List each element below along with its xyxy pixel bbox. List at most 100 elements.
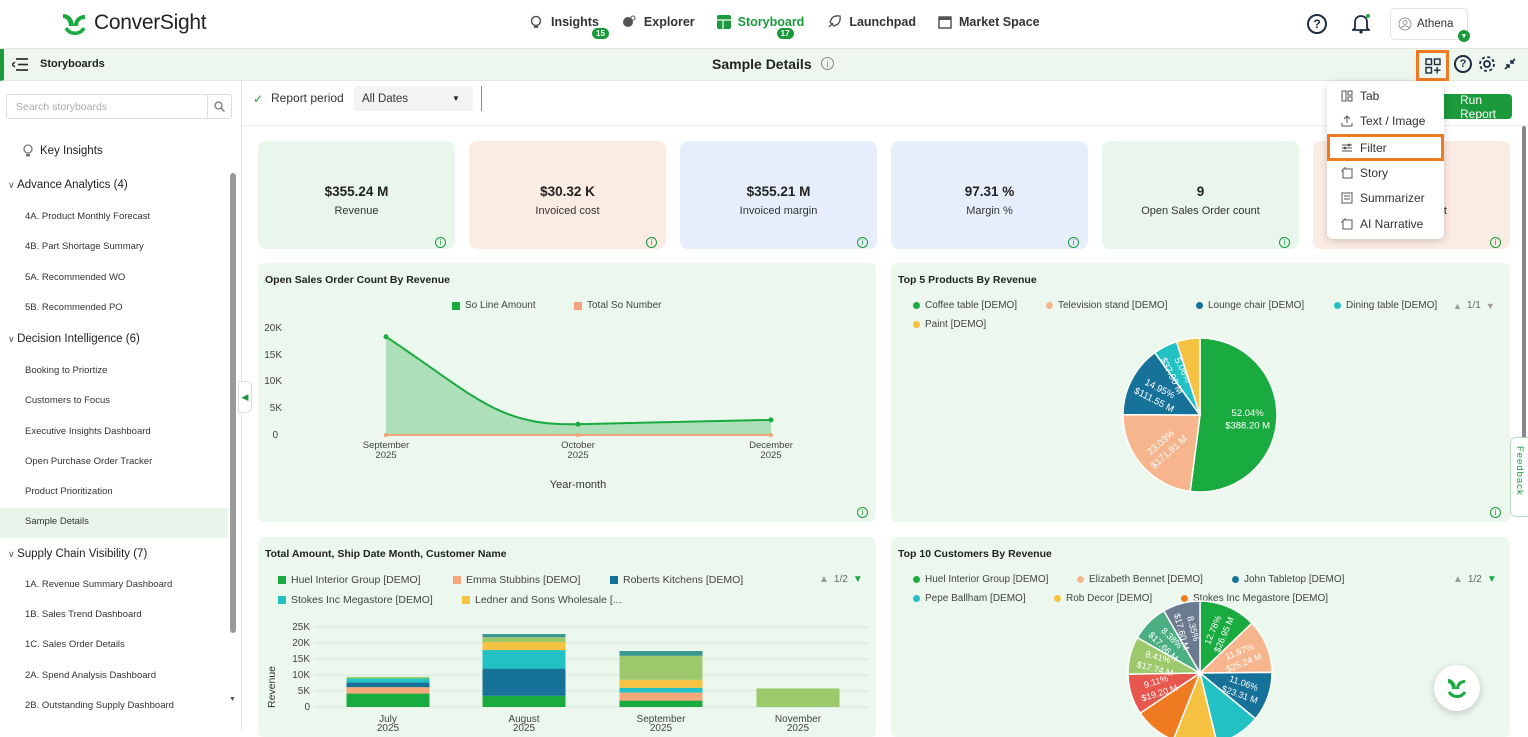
menu-item-tab[interactable]: Tab: [1327, 84, 1444, 108]
info-icon[interactable]: i: [857, 507, 868, 518]
kpi-card-revenue[interactable]: $355.24 M Revenue i: [258, 141, 455, 249]
sidebar-item[interactable]: 1A. Revenue Summary Dashboard: [25, 579, 173, 590]
info-icon[interactable]: i: [435, 237, 446, 248]
customer-slice[interactable]: [1162, 600, 1201, 676]
product-slice[interactable]: [1175, 337, 1201, 416]
bar-segment[interactable]: [482, 634, 566, 638]
menu-item-filter[interactable]: Filter: [1327, 134, 1444, 161]
legend-pager[interactable]: ▲ 1/1 ▼: [1453, 300, 1495, 311]
sidebar-item[interactable]: Executive Insights Dashboard: [25, 426, 151, 437]
bar-segment[interactable]: [619, 687, 703, 693]
sidebar-item[interactable]: 2B. Outstanding Supply Dashboard: [25, 700, 174, 711]
data-point[interactable]: [768, 417, 774, 423]
bar-segment[interactable]: [346, 678, 430, 683]
sidebar-item[interactable]: Booking to Priortize: [25, 365, 108, 376]
bar-segment[interactable]: [346, 693, 430, 707]
info-icon[interactable]: i: [1068, 237, 1079, 248]
product-slice[interactable]: [1122, 351, 1202, 416]
bar-segment[interactable]: [619, 655, 703, 680]
kpi-card-margin-pct[interactable]: 97.31 % Margin % i: [891, 141, 1088, 249]
storyboard-help-icon[interactable]: ?: [1454, 55, 1472, 73]
sidebar-item-selected[interactable]: Sample Details: [25, 516, 89, 527]
bar-segment[interactable]: [619, 651, 703, 656]
legend-item[interactable]: Elizabeth Bennet [DEMO]: [1077, 574, 1203, 585]
page-info-icon[interactable]: i: [821, 57, 834, 70]
sidebar-item[interactable]: 4B. Part Shortage Summary: [25, 241, 144, 252]
fullscreen-collapse-icon[interactable]: [1504, 58, 1516, 70]
bar-segment[interactable]: [482, 668, 566, 696]
sidebar-item[interactable]: Open Purchase Order Tracker: [25, 456, 153, 467]
legend-item[interactable]: Paint [DEMO]: [913, 319, 986, 330]
menu-item-story[interactable]: Story: [1327, 161, 1444, 185]
customer-slice[interactable]: [1199, 600, 1254, 675]
product-slice[interactable]: [1189, 337, 1278, 493]
sidebar-item[interactable]: 1B. Sales Trend Dashboard: [25, 609, 142, 620]
nav-storyboard[interactable]: Storyboard 17: [716, 14, 804, 39]
info-icon[interactable]: i: [857, 237, 868, 248]
main-scrollbar[interactable]: [1522, 126, 1526, 496]
pager-down-icon[interactable]: ▼: [1485, 300, 1495, 311]
info-icon[interactable]: i: [1279, 237, 1290, 248]
sidebar-item[interactable]: Product Prioritization: [25, 486, 113, 497]
key-insights-link[interactable]: Key Insights: [40, 145, 103, 157]
pager-down-icon[interactable]: ▼: [852, 574, 863, 585]
pager-up-icon[interactable]: ▲: [1453, 574, 1463, 585]
sidebar-item[interactable]: 5A. Recommended WO: [25, 272, 126, 283]
bar-segment[interactable]: [482, 642, 566, 651]
legend-item[interactable]: Ledner and Sons Wholesale [...: [462, 594, 622, 606]
legend-item[interactable]: Total So Number: [574, 300, 661, 311]
legend-item[interactable]: Dining table [DEMO]: [1334, 300, 1437, 311]
legend-item[interactable]: Emma Stubbins [DEMO]: [453, 574, 580, 586]
menu-item-text-image[interactable]: Text / Image: [1327, 109, 1444, 133]
sidebar-item[interactable]: Customers to Focus: [25, 395, 110, 406]
sidebar-item[interactable]: 4A. Product Monthly Forecast: [25, 211, 151, 222]
legend-item[interactable]: Stokes Inc Megastore [DEMO]: [278, 594, 433, 606]
nav-launchpad[interactable]: Launchpad: [826, 14, 916, 30]
bar-segment[interactable]: [346, 676, 430, 679]
app-logo[interactable]: ConverSight: [60, 10, 207, 36]
scroll-down-icon[interactable]: ▼: [229, 696, 236, 703]
pager-up-icon[interactable]: ▲: [819, 574, 829, 585]
bar-segment[interactable]: [619, 679, 703, 688]
bar-segment[interactable]: [482, 650, 566, 669]
bar-segment[interactable]: [346, 682, 430, 688]
data-point[interactable]: [384, 433, 388, 437]
bar-segment[interactable]: [482, 695, 566, 707]
search-icon[interactable]: [214, 101, 225, 112]
legend-item[interactable]: Roberts Kitchens [DEMO]: [610, 574, 743, 586]
sidebar-item[interactable]: 5B. Recommended PO: [25, 302, 123, 313]
add-widget-button[interactable]: [1416, 50, 1449, 81]
info-icon[interactable]: i: [646, 237, 657, 248]
settings-gear-icon[interactable]: [1477, 54, 1497, 74]
group-supply-chain-visibility[interactable]: ∨ Supply Chain Visibility (7): [8, 548, 147, 560]
legend-item[interactable]: Huel Interior Group [DEMO]: [913, 574, 1048, 585]
search-storyboards-input[interactable]: Search storyboards: [6, 94, 232, 119]
legend-item[interactable]: Lounge chair [DEMO]: [1196, 300, 1304, 311]
sidebar-scrollbar[interactable]: [230, 173, 236, 633]
pager-up-icon[interactable]: ▲: [1453, 300, 1462, 311]
kpi-card-open-sales-order-count[interactable]: 9 Open Sales Order count i: [1102, 141, 1299, 249]
legend-item[interactable]: Coffee table [DEMO]: [913, 300, 1017, 311]
data-point[interactable]: [383, 334, 389, 340]
legend-pager[interactable]: ▲ 1/2 ▼: [819, 574, 863, 585]
info-icon[interactable]: i: [1490, 507, 1501, 518]
product-slice[interactable]: [1122, 413, 1201, 493]
bar-segment[interactable]: [756, 688, 840, 707]
help-icon[interactable]: ?: [1307, 14, 1327, 34]
menu-item-ai-narrative[interactable]: AI Narrative: [1327, 212, 1444, 236]
group-advance-analytics[interactable]: ∨ Advance Analytics (4): [8, 179, 128, 191]
legend-item[interactable]: Huel Interior Group [DEMO]: [278, 574, 421, 586]
bar-segment[interactable]: [619, 692, 703, 701]
report-period-select[interactable]: All Dates ▼: [354, 86, 473, 111]
legend-item[interactable]: Stokes Inc Megastore [DEMO]: [1181, 593, 1328, 604]
bar-segment[interactable]: [619, 700, 703, 707]
nav-market-space[interactable]: Market Space: [938, 14, 1040, 30]
notification-bell-icon[interactable]: [1352, 14, 1370, 34]
info-icon[interactable]: i: [1490, 237, 1501, 248]
data-point[interactable]: [576, 433, 580, 437]
nav-explorer[interactable]: Explorer: [621, 14, 695, 30]
legend-item[interactable]: Pepe Ballham [DEMO]: [913, 593, 1026, 604]
feedback-tab[interactable]: Feedback: [1510, 437, 1528, 517]
sidebar-item[interactable]: 1C. Sales Order Details: [25, 639, 125, 650]
bar-segment[interactable]: [482, 637, 566, 643]
